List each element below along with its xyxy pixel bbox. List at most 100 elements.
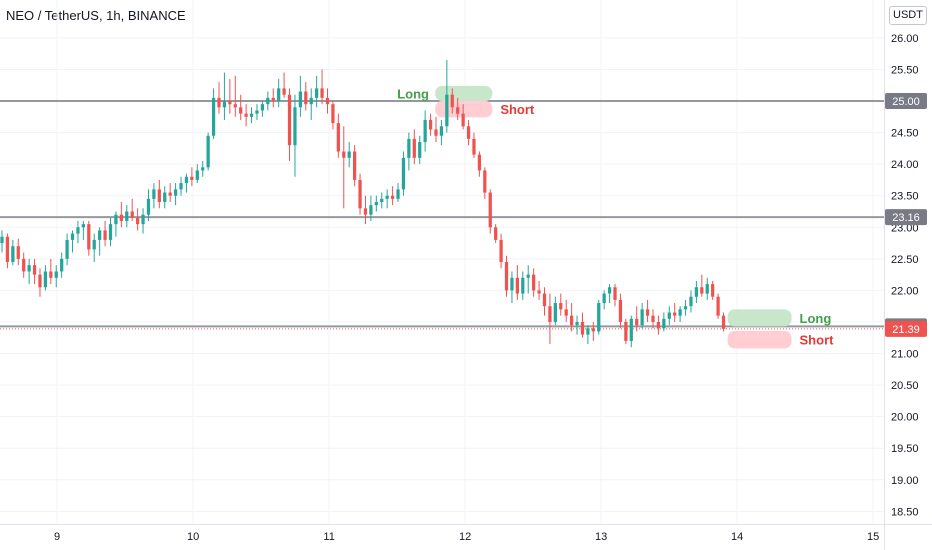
candle-down[interactable] xyxy=(716,296,720,316)
candle-down[interactable] xyxy=(103,230,107,240)
candle-down[interactable] xyxy=(38,274,42,288)
candle-up[interactable] xyxy=(43,271,48,288)
long-position-box[interactable] xyxy=(435,85,493,102)
candle-down[interactable] xyxy=(271,97,275,102)
candle-down[interactable] xyxy=(504,262,509,291)
candle-up[interactable] xyxy=(667,312,671,319)
candle-down[interactable] xyxy=(190,176,194,180)
candle-down[interactable] xyxy=(532,274,536,291)
candle-up[interactable] xyxy=(249,113,254,117)
candle-down[interactable] xyxy=(217,97,221,108)
candle-up[interactable] xyxy=(510,277,514,291)
candle-down[interactable] xyxy=(16,246,20,259)
candle-down[interactable] xyxy=(456,107,460,114)
candle-up[interactable] xyxy=(553,303,557,322)
candle-up[interactable] xyxy=(309,97,313,105)
candle-down[interactable] xyxy=(22,258,26,272)
candle-up[interactable] xyxy=(683,306,688,310)
candle-up[interactable] xyxy=(293,107,297,146)
candle-up[interactable] xyxy=(163,192,167,203)
candle-down[interactable] xyxy=(548,306,552,322)
candle-down[interactable] xyxy=(412,138,416,158)
candle-up[interactable] xyxy=(98,230,102,240)
candle-down[interactable] xyxy=(721,315,726,329)
candle-up[interactable] xyxy=(92,239,96,250)
candle-down[interactable] xyxy=(618,299,623,322)
long-position-box[interactable] xyxy=(727,309,792,327)
candle-up[interactable] xyxy=(396,189,400,199)
candle-up[interactable] xyxy=(146,198,151,215)
candle-up[interactable] xyxy=(201,167,205,171)
candle-up[interactable] xyxy=(0,236,4,244)
candle-up[interactable] xyxy=(114,214,118,225)
candle-up[interactable] xyxy=(125,211,129,221)
candle-down[interactable] xyxy=(32,265,37,275)
candle-down[interactable] xyxy=(635,318,639,326)
candle-down[interactable] xyxy=(287,94,292,146)
candle-down[interactable] xyxy=(434,129,438,136)
candle-down[interactable] xyxy=(342,151,346,158)
candle-down[interactable] xyxy=(119,214,123,221)
candle-down[interactable] xyxy=(228,101,232,105)
candle-up[interactable] xyxy=(11,246,15,262)
candle-down[interactable] xyxy=(461,113,465,127)
candle-down[interactable] xyxy=(157,189,161,203)
candle-down[interactable] xyxy=(477,154,482,171)
candle-up[interactable] xyxy=(179,183,183,190)
candle-down[interactable] xyxy=(466,126,471,139)
candle-up[interactable] xyxy=(678,309,682,316)
candle-up[interactable] xyxy=(445,94,449,127)
candle-up[interactable] xyxy=(222,101,227,108)
candle-down[interactable] xyxy=(656,321,661,329)
candle-down[interactable] xyxy=(580,321,585,335)
candle-down[interactable] xyxy=(564,309,568,316)
candle-up[interactable] xyxy=(108,224,113,240)
candle-down[interactable] xyxy=(282,88,286,95)
candle-up[interactable] xyxy=(602,293,606,304)
candle-down[interactable] xyxy=(5,236,10,262)
candle-up[interactable] xyxy=(70,233,75,240)
candle-down[interactable] xyxy=(700,287,704,294)
candle-up[interactable] xyxy=(54,271,58,278)
short-position-box[interactable] xyxy=(435,101,493,118)
candle-down[interactable] xyxy=(542,293,547,307)
candle-up[interactable] xyxy=(662,318,666,329)
short-position-box[interactable] xyxy=(727,330,792,349)
candle-up[interactable] xyxy=(407,138,411,158)
candle-down[interactable] xyxy=(233,104,237,108)
candle-up[interactable] xyxy=(640,309,644,326)
candle-up[interactable] xyxy=(689,296,693,307)
candle-down[interactable] xyxy=(363,208,368,215)
candle-down[interactable] xyxy=(244,113,248,117)
candle-down[interactable] xyxy=(645,309,650,316)
candle-up[interactable] xyxy=(173,189,178,196)
candle-down[interactable] xyxy=(135,217,140,225)
candle-down[interactable] xyxy=(49,271,53,278)
candle-down[interactable] xyxy=(87,224,91,250)
candle-up[interactable] xyxy=(298,91,303,108)
candle-down[interactable] xyxy=(515,277,519,294)
candle-up[interactable] xyxy=(526,274,530,278)
candle-up[interactable] xyxy=(369,205,373,215)
candle-down[interactable] xyxy=(711,284,715,297)
candle-down[interactable] xyxy=(651,315,655,322)
candle-down[interactable] xyxy=(331,104,335,124)
candle-up[interactable] xyxy=(705,284,709,294)
candle-up[interactable] xyxy=(184,176,189,184)
candle-up[interactable] xyxy=(206,135,210,168)
candle-up[interactable] xyxy=(586,328,590,335)
candle-down[interactable] xyxy=(239,107,243,114)
candle-up[interactable] xyxy=(27,265,31,272)
candle-up[interactable] xyxy=(347,151,351,158)
candle-up[interactable] xyxy=(141,214,145,225)
candle-down[interactable] xyxy=(537,290,541,294)
candle-up[interactable] xyxy=(260,104,265,111)
candle-down[interactable] xyxy=(488,192,492,228)
candle-down[interactable] xyxy=(613,287,617,300)
candle-up[interactable] xyxy=(266,97,270,105)
candle-down[interactable] xyxy=(483,170,487,193)
candle-up[interactable] xyxy=(423,119,427,143)
candle-up[interactable] xyxy=(211,97,216,136)
candle-down[interactable] xyxy=(494,227,498,240)
